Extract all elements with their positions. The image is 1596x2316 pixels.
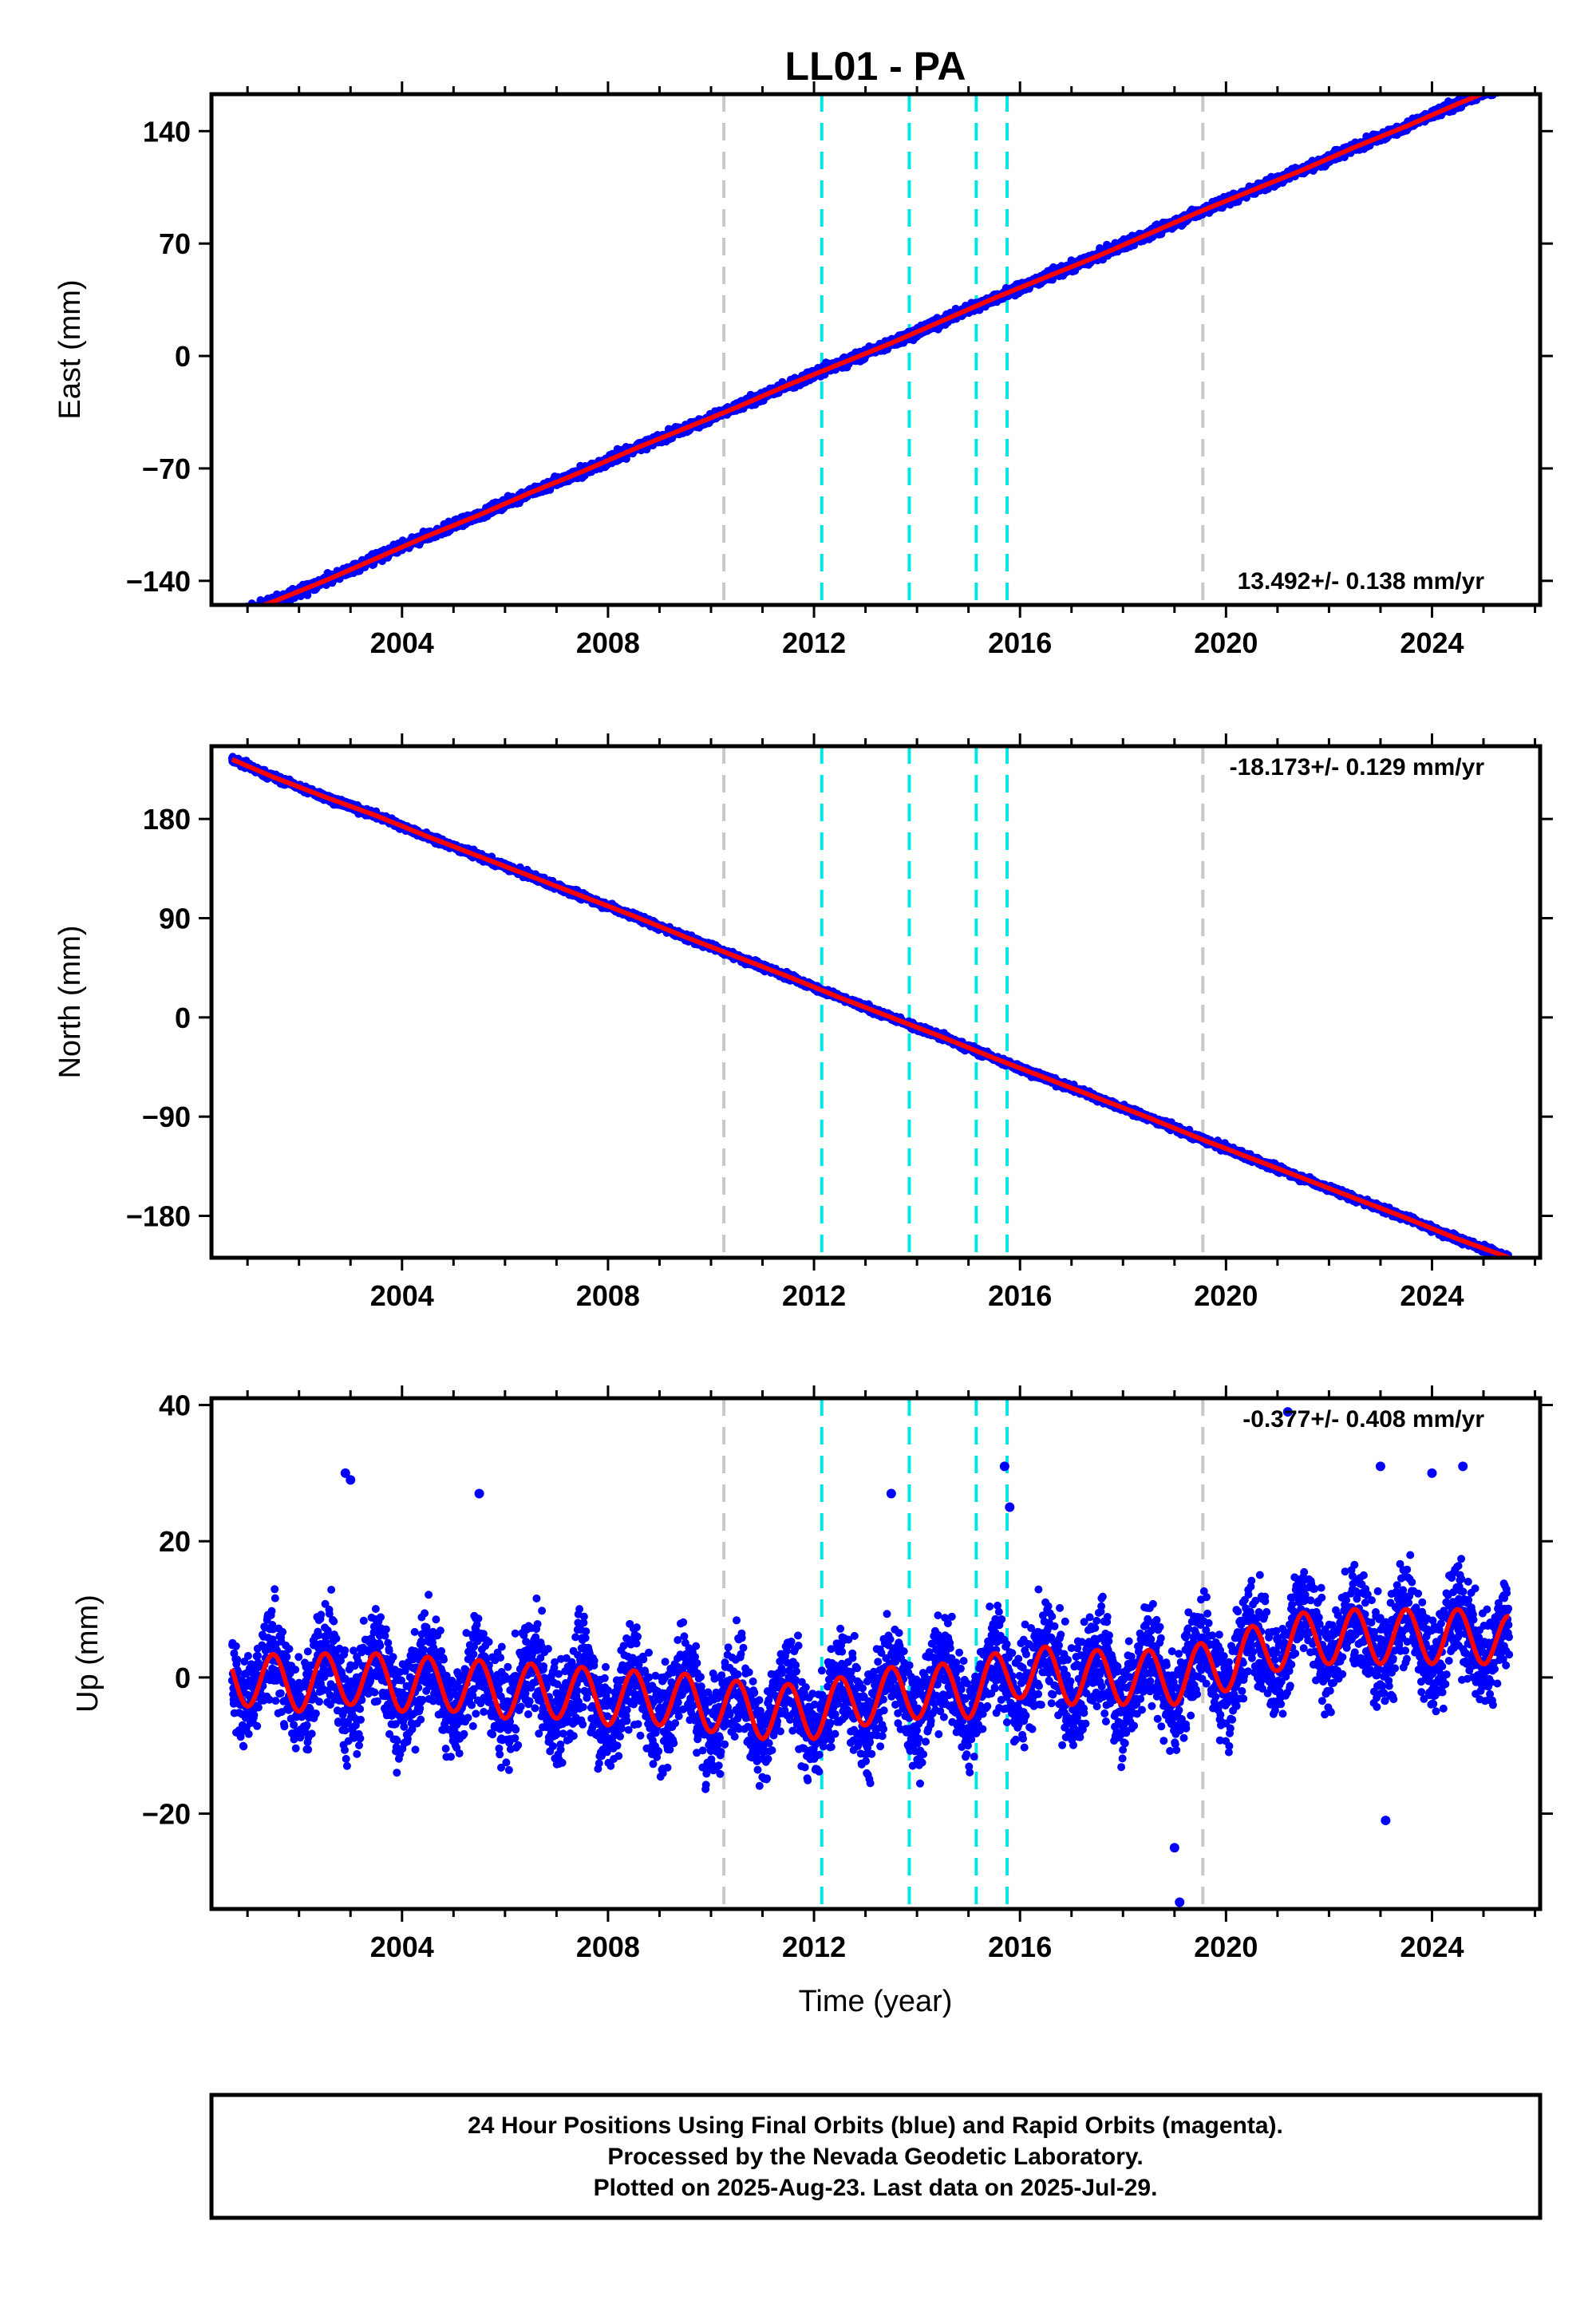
up-outlier-point	[1375, 1461, 1385, 1472]
up-outlier-point	[1427, 1468, 1437, 1478]
east-plot-area	[236, 94, 1503, 605]
up-y-tick-label: 0	[175, 1662, 191, 1694]
up-y-tick-label: −20	[142, 1798, 191, 1831]
east-x-tick-label: 2024	[1400, 626, 1464, 659]
up-outlier-point	[1282, 1407, 1293, 1417]
north-y-tick-label: −180	[126, 1200, 191, 1233]
up-outlier-point	[1169, 1843, 1179, 1853]
north-panel: 2004 2008 2012 2016 2020 2024 −180 −90 0 90 180 Nor…	[53, 733, 1553, 1312]
up-panel: 2004 2008 2012 2016 2020 2024 −20 0 20 40 Up (mm) -…	[71, 1385, 1553, 1963]
east-y-tick-label: 70	[159, 227, 191, 260]
east-x-tick-label: 2016	[988, 626, 1052, 659]
east-x-tick-label: 2008	[576, 626, 640, 659]
footer-line-3: Plotted on 2025-Aug-23. Last data on 202…	[594, 2175, 1158, 2201]
north-x-tick-label: 2008	[576, 1279, 640, 1312]
footer-box: 24 Hour Positions Using Final Orbits (bl…	[209, 2093, 1543, 2220]
up-velocity-label: -0.377+/- 0.408 mm/yr	[1242, 1406, 1484, 1433]
north-y-tick-label: 180	[143, 803, 191, 836]
north-velocity-label: -18.173+/- 0.129 mm/yr	[1230, 754, 1485, 781]
east-panel: 2004 2008 2012 2016 2020 2024 −140 −70 0 70 140 Eas…	[53, 81, 1553, 659]
figure-title: LL01 - PA	[785, 44, 966, 89]
north-y-tick-label: 90	[159, 903, 191, 935]
north-x-tick-label: 2024	[1400, 1279, 1464, 1312]
north-y-tick-label: 0	[175, 1002, 191, 1034]
east-model-fit-line	[256, 94, 1488, 605]
footer-frame	[209, 2093, 1543, 2220]
up-daily-positions	[227, 1551, 1514, 1793]
up-x-tick-label: 2020	[1194, 1931, 1258, 1963]
x-axis-label: Time (year)	[799, 1985, 953, 2018]
up-outlier-point	[474, 1488, 484, 1499]
east-y-axis-label: East (mm)	[53, 279, 87, 419]
east-x-tick-label: 2020	[1194, 626, 1258, 659]
north-x-tick-label: 2020	[1194, 1279, 1258, 1312]
up-outlier-point	[999, 1461, 1009, 1472]
east-y-tick-label: 140	[143, 115, 191, 148]
up-outlier-point	[340, 1468, 350, 1478]
north-x-tick-label: 2016	[988, 1279, 1052, 1312]
north-x-tick-label: 2004	[370, 1279, 434, 1312]
up-outlier-point	[1381, 1816, 1391, 1826]
east-y-tick-label: −70	[142, 453, 191, 485]
east-velocity-label: 13.492+/- 0.138 mm/yr	[1238, 568, 1485, 595]
up-x-tick-label: 2024	[1400, 1931, 1464, 1963]
north-y-axis-label: North (mm)	[53, 925, 87, 1078]
up-y-tick-label: 20	[159, 1525, 191, 1558]
east-x-tick-label: 2012	[782, 626, 846, 659]
north-frame	[209, 744, 1543, 1260]
up-frame	[209, 1396, 1543, 1911]
up-outlier-point	[886, 1488, 896, 1499]
up-outlier-point	[1175, 1897, 1185, 1907]
north-y-tick-label: −90	[142, 1101, 191, 1133]
north-model-fit-line	[231, 757, 1511, 1258]
up-outlier-point	[346, 1475, 356, 1485]
east-y-tick-label: 0	[175, 340, 191, 373]
up-model-fit-line	[229, 1607, 1511, 1741]
up-x-tick-label: 2004	[370, 1931, 434, 1963]
east-y-tick-label: −140	[126, 565, 191, 598]
east-x-tick-label: 2004	[370, 626, 434, 659]
up-plot-area	[227, 1398, 1514, 1909]
north-x-tick-label: 2012	[782, 1279, 846, 1312]
panels-group: 2004 2008 2012 2016 2020 2024 −140 −70 0 70 140 Eas…	[53, 81, 1553, 1963]
up-y-axis-label: Up (mm)	[71, 1595, 105, 1713]
up-y-tick-label: 40	[159, 1389, 191, 1422]
north-plot-area	[227, 746, 1514, 1258]
up-x-tick-label: 2016	[988, 1931, 1052, 1963]
up-x-tick-label: 2012	[782, 1931, 846, 1963]
up-outlier-point	[1005, 1502, 1015, 1512]
east-frame	[209, 92, 1543, 607]
north-daily-positions	[227, 753, 1514, 1258]
footer-line-1: 24 Hour Positions Using Final Orbits (bl…	[468, 2112, 1283, 2139]
up-x-tick-label: 2008	[576, 1931, 640, 1963]
footer-line-2: Processed by the Nevada Geodetic Laborat…	[607, 2144, 1143, 2170]
up-outlier-point	[1458, 1461, 1468, 1472]
